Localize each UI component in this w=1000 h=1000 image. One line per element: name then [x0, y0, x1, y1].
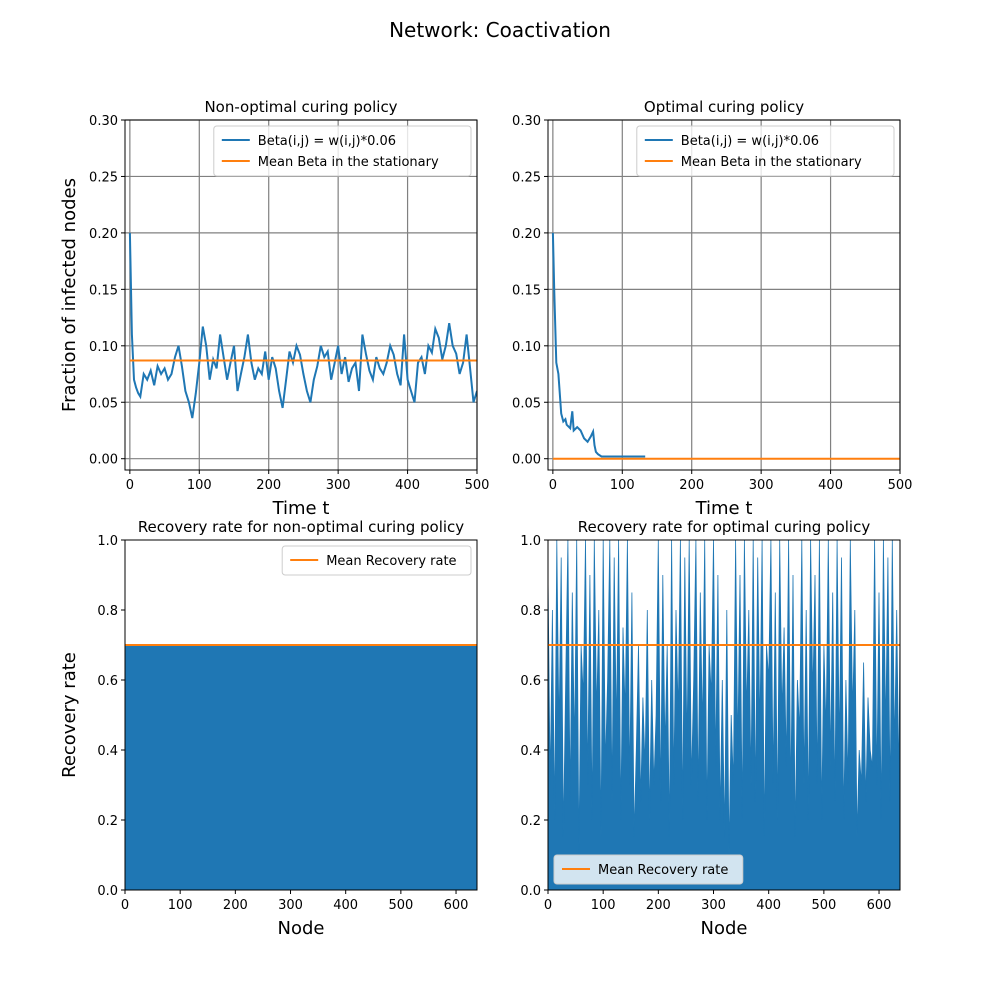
y-tick-label: 0.10 — [89, 340, 118, 355]
x-tick-label: 100 — [610, 478, 635, 493]
series-line-beta — [551, 232, 646, 458]
legend-label: Mean Beta in the stationary — [681, 155, 862, 170]
recovery-rate-area — [125, 644, 477, 890]
subplot-3: 0 100 200 300 400 500 600 0.0 0.2 0.4 0.6 0.8 1.0 Rec… — [59, 518, 478, 939]
legend-frame — [636, 125, 895, 177]
y-tick-label: 0.15 — [512, 283, 541, 298]
y-tick-label: 0.00 — [89, 453, 118, 468]
x-axis-label: Time t — [695, 498, 753, 519]
legend-label: Mean Beta in the stationary — [258, 155, 439, 170]
y-tick-label: 0.0 — [520, 884, 541, 899]
x-tick-label: 0 — [549, 478, 557, 493]
axes-frame — [547, 539, 901, 891]
legend-frame — [553, 854, 744, 885]
axes-frame — [124, 119, 478, 471]
y-tick-label: 0.4 — [520, 744, 541, 759]
x-tick-label: 600 — [444, 898, 469, 913]
y-tick-label: 0.0 — [97, 884, 118, 899]
subplot-4: 0 100 200 300 400 500 600 0.0 0.2 0.4 0.6 0.8 1.0 Rec… — [520, 518, 901, 939]
x-axis-label: Node — [701, 918, 748, 939]
x-tick-label: 200 — [223, 898, 248, 913]
plot-area — [125, 644, 477, 890]
x-tick-label: 200 — [256, 478, 281, 493]
x-axis-label: Node — [278, 918, 325, 939]
x-tick-label: 500 — [388, 898, 413, 913]
subplot-1: 0 100 200 300 400 500 0.00 0.05 0.10 0.15 0.20 0.25… — [59, 98, 489, 519]
plot-area — [551, 232, 900, 460]
y-tick-label: 0.2 — [520, 814, 541, 829]
legend: Mean Recovery rate — [553, 854, 744, 885]
y-tick-label: 0.05 — [512, 396, 541, 411]
x-tick-label: 500 — [888, 478, 913, 493]
x-tick-label: 100 — [591, 898, 616, 913]
y-tick-label: 0.8 — [97, 604, 118, 619]
y-tick-label: 1.0 — [520, 534, 541, 549]
x-tick-label: 100 — [187, 478, 212, 493]
plot-area — [128, 232, 477, 419]
y-tick-label: 0.4 — [97, 744, 118, 759]
legend-label: Beta(i,j) = w(i,j)*0.06 — [258, 134, 396, 149]
subplot-2: 0 100 200 300 400 500 0.00 0.05 0.10 0.15 0.20 0.25… — [512, 98, 912, 519]
recovery-rate-area — [548, 540, 900, 890]
y-tick-label: 0.8 — [520, 604, 541, 619]
y-tick-label: 0.30 — [89, 114, 118, 129]
x-tick-label: 400 — [333, 898, 358, 913]
y-tick-label: 1.0 — [97, 534, 118, 549]
x-axis-label: Time t — [272, 498, 330, 519]
legend: Beta(i,j) = w(i,j)*0.06 Mean Beta in the … — [213, 125, 472, 177]
subplot-title: Recovery rate for non-optimal curing pol… — [138, 518, 464, 536]
y-tick-label: 0.10 — [512, 340, 541, 355]
figure-suptitle: Network: Coactivation — [389, 18, 611, 42]
y-tick-label: 0.25 — [89, 170, 118, 185]
x-tick-label: 500 — [465, 478, 490, 493]
y-tick-label: 0.30 — [512, 114, 541, 129]
y-tick-label: 0.6 — [520, 674, 541, 689]
subplot-title: Optimal curing policy — [644, 98, 804, 116]
x-tick-label: 0 — [126, 478, 134, 493]
x-tick-label: 400 — [395, 478, 420, 493]
legend: Beta(i,j) = w(i,j)*0.06 Mean Beta in the … — [636, 125, 895, 177]
y-tick-label: 0.05 — [89, 396, 118, 411]
x-tick-label: 300 — [701, 898, 726, 913]
x-tick-label: 0 — [544, 898, 552, 913]
x-tick-label: 200 — [646, 898, 671, 913]
y-tick-label: 0.2 — [97, 814, 118, 829]
subplot-title: Recovery rate for optimal curing policy — [578, 518, 871, 536]
y-tick-label: 0.25 — [512, 170, 541, 185]
legend-frame — [213, 125, 472, 177]
y-tick-label: 0.00 — [512, 453, 541, 468]
legend-label: Mean Recovery rate — [598, 863, 728, 878]
y-axis-label: Fraction of infected nodes — [59, 178, 80, 412]
series-line-beta — [128, 232, 477, 419]
x-tick-label: 300 — [278, 898, 303, 913]
x-tick-label: 400 — [756, 898, 781, 913]
y-tick-label: 0.20 — [512, 227, 541, 242]
x-tick-label: 600 — [867, 898, 892, 913]
legend-label: Beta(i,j) = w(i,j)*0.06 — [681, 134, 819, 149]
x-tick-label: 0 — [121, 898, 129, 913]
legend-label: Mean Recovery rate — [326, 554, 456, 569]
subplot-title: Non-optimal curing policy — [204, 98, 397, 116]
x-tick-label: 300 — [749, 478, 774, 493]
x-tick-label: 200 — [679, 478, 704, 493]
x-tick-label: 500 — [811, 898, 836, 913]
y-axis-label: Recovery rate — [59, 652, 80, 778]
y-tick-label: 0.15 — [89, 283, 118, 298]
y-tick-label: 0.6 — [97, 674, 118, 689]
axes-frame — [124, 539, 478, 891]
legend: Mean Recovery rate — [281, 545, 472, 576]
x-tick-label: 100 — [168, 898, 193, 913]
x-tick-label: 400 — [818, 478, 843, 493]
y-tick-label: 0.20 — [89, 227, 118, 242]
legend-frame — [281, 545, 472, 576]
axes-frame — [547, 119, 901, 471]
plot-area — [548, 540, 900, 890]
x-tick-label: 300 — [326, 478, 351, 493]
